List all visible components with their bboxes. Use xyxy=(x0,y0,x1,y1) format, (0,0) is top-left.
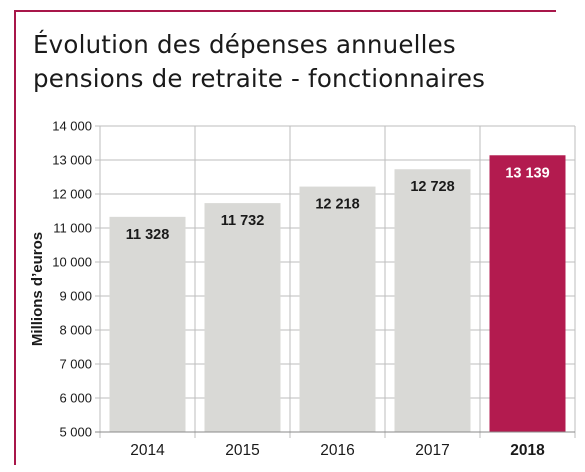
x-tick-label: 2014 xyxy=(130,442,165,459)
bar-value-label: 11 328 xyxy=(126,227,170,243)
bar-value-label: 12 728 xyxy=(410,179,454,195)
y-tick-label: 6 000 xyxy=(59,391,92,406)
bar-2015 xyxy=(204,203,281,432)
frame-top-border xyxy=(14,10,556,12)
bar-2016 xyxy=(299,186,376,432)
chart-title-line-2: pensions de retraite - fonctionnaires xyxy=(33,64,486,93)
y-axis-title: Millions d’euros xyxy=(29,232,46,346)
bar-value-label: 13 139 xyxy=(505,165,549,181)
x-tick-label: 2015 xyxy=(225,442,259,459)
frame-left-border xyxy=(14,10,16,465)
x-tick-label: 2017 xyxy=(415,442,449,459)
x-tick-label: 2018 xyxy=(510,442,545,459)
bar-2017 xyxy=(394,169,471,433)
bar-value-label: 11 732 xyxy=(221,213,265,229)
x-tick-label: 2016 xyxy=(320,442,354,459)
y-tick-label: 7 000 xyxy=(59,357,92,372)
y-tick-label: 5 000 xyxy=(59,425,92,440)
bar-value-label: 12 218 xyxy=(315,197,359,213)
bar-2018 xyxy=(489,155,566,433)
y-tick-label: 10 000 xyxy=(52,255,92,270)
y-tick-label: 12 000 xyxy=(52,187,92,202)
y-tick-label: 13 000 xyxy=(52,153,92,168)
bar-2014 xyxy=(109,216,186,432)
y-tick-label: 9 000 xyxy=(59,289,92,304)
y-tick-label: 11 000 xyxy=(53,221,92,236)
y-tick-label: 14 000 xyxy=(52,119,92,134)
chart-title: Évolution des dépenses annuelles pension… xyxy=(33,28,553,96)
y-tick-label: 8 000 xyxy=(59,323,92,338)
chart-title-line-1: Évolution des dépenses annuelles xyxy=(33,30,456,59)
